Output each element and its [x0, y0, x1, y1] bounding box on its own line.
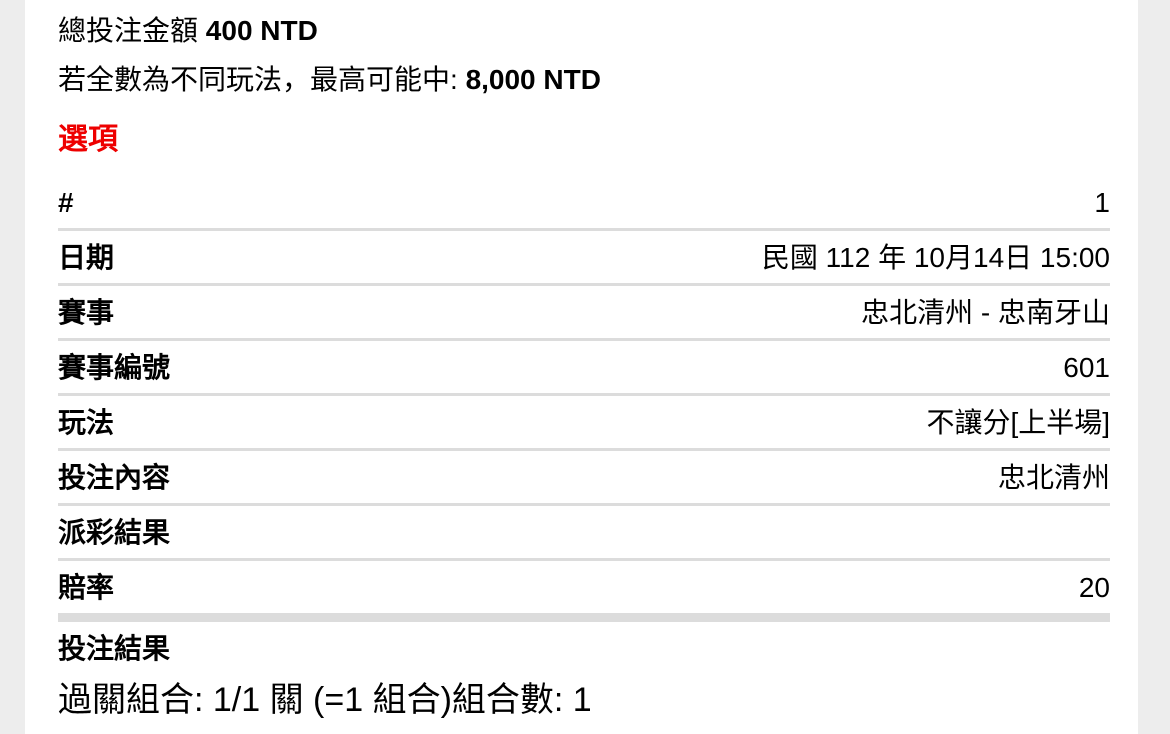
- max-win-line: 若全數為不同玩法，最高可能中: 8,000 NTD: [58, 55, 1110, 104]
- row-label: 投注內容: [58, 449, 479, 506]
- section-title-options: 選項: [58, 123, 118, 156]
- row-label: 投注結果: [58, 633, 171, 664]
- row-label: 玩法: [58, 394, 479, 451]
- row-label: 賽事: [58, 284, 479, 341]
- total-bet-amount: 400 NTD: [205, 15, 318, 46]
- table-row: 賠率 20: [58, 559, 1110, 622]
- bet-details-table: #1 日期 民國 112 年 10月14日 15:00 賽事 忠北清州 - 忠南牙山 賽事…: [58, 176, 1110, 674]
- parlay-combination-note: 過關組合: 1/1 關 (=1 組合)組合數: 1: [58, 681, 592, 719]
- row-value: [479, 618, 1110, 675]
- total-bet-label: 總投注金額: [58, 15, 199, 46]
- table-row: 賽事編號 601: [58, 339, 1110, 396]
- row-value: 忠北清州: [478, 449, 1110, 506]
- table-row: 投注內容 忠北清州: [58, 449, 1110, 506]
- row-label: 日期: [58, 229, 479, 286]
- row-label: 賽事編號: [58, 339, 479, 396]
- row-value: 601: [478, 339, 1110, 396]
- row-value: [478, 504, 1110, 561]
- max-win-label: 若全數為不同玩法，最高可能中:: [58, 64, 458, 95]
- table-row: 賽事 忠北清州 - 忠南牙山: [58, 284, 1110, 341]
- table-row: 日期 民國 112 年 10月14日 15:00: [58, 229, 1110, 286]
- total-bet-line: 總投注金額 400 NTD: [58, 6, 1110, 55]
- table-row: 投注結果: [58, 618, 1110, 675]
- row-label: #: [58, 176, 479, 231]
- bet-details-body: #1 日期 民國 112 年 10月14日 15:00 賽事 忠北清州 - 忠南牙山 賽事…: [58, 176, 1110, 674]
- table-row: 派彩結果: [58, 504, 1110, 561]
- bet-slip-content: 總投注金額 400 NTD 若全數為不同玩法，最高可能中: 8,000 NTD …: [25, 0, 1138, 722]
- table-row: 玩法 不讓分[上半場]: [58, 394, 1110, 451]
- row-value: 忠北清州 - 忠南牙山: [478, 284, 1110, 341]
- row-label: 派彩結果: [58, 504, 479, 561]
- row-label: 賠率: [58, 559, 479, 622]
- row-value: 20: [478, 559, 1110, 622]
- bet-slip-page: 總投注金額 400 NTD 若全數為不同玩法，最高可能中: 8,000 NTD …: [25, 0, 1138, 734]
- max-win-amount: 8,000 NTD: [465, 64, 601, 95]
- row-value: 不讓分[上半場]: [478, 394, 1110, 451]
- row-value: 1: [478, 176, 1110, 231]
- table-row: #1: [58, 176, 1110, 231]
- row-value: 民國 112 年 10月14日 15:00: [478, 229, 1110, 286]
